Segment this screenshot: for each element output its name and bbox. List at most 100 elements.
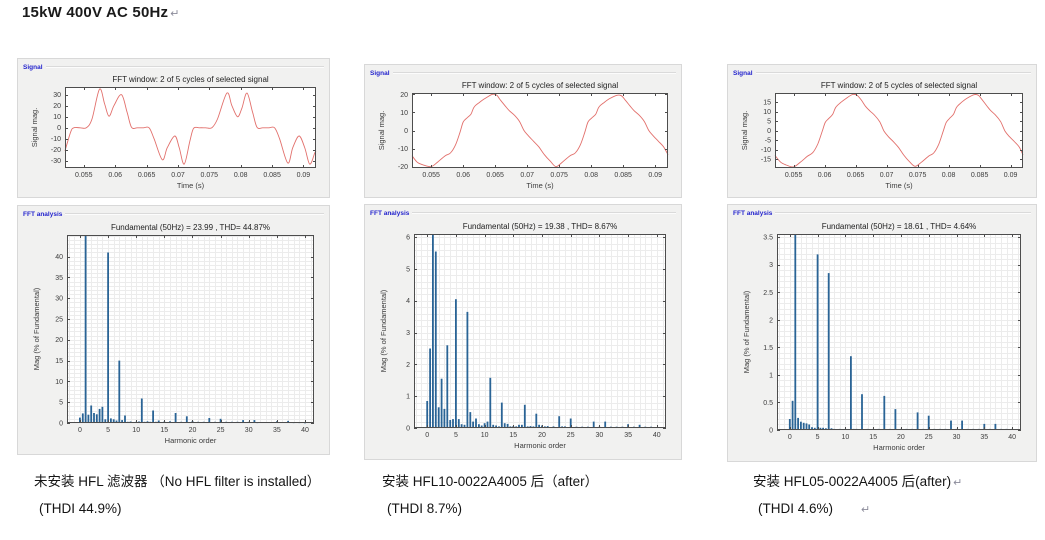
svg-text:0.09: 0.09 (1004, 172, 1018, 179)
svg-text:0.065: 0.065 (138, 172, 156, 179)
caption-thdi: (THDI 4.6%) (758, 501, 834, 516)
svg-text:0: 0 (769, 427, 773, 434)
svg-text:Mag (% of Fundamental): Mag (% of Fundamental) (742, 290, 751, 373)
svg-text:15: 15 (763, 100, 771, 107)
svg-text:3.5: 3.5 (763, 235, 773, 242)
panel-etch-line (755, 72, 1031, 74)
svg-text:Time (s): Time (s) (177, 181, 205, 190)
svg-text:2: 2 (406, 362, 410, 369)
svg-text:Signal mag.: Signal mag. (377, 111, 386, 151)
svg-text:3: 3 (769, 262, 773, 269)
svg-text:5: 5 (59, 400, 63, 407)
svg-text:5: 5 (106, 427, 110, 434)
caption-hfl05: 安装 HFL05-0022A4005 后(after) ↵ (THDI 4.6%)… (753, 470, 962, 516)
svg-text:0.06: 0.06 (456, 172, 470, 179)
svg-text:0: 0 (57, 125, 61, 132)
fft-chart-3: 0 5 10 15 20 25 30 35 40 0 0.5 1 1.5 2 2.5 3 3.5 Fundamen… (733, 219, 1031, 457)
svg-text:0: 0 (406, 425, 410, 432)
svg-text:10: 10 (132, 427, 140, 434)
svg-text:-20: -20 (398, 164, 408, 171)
paragraph-return-icon: ↵ (861, 504, 871, 516)
svg-text:0.075: 0.075 (201, 172, 219, 179)
svg-text:35: 35 (55, 275, 63, 282)
svg-text:30: 30 (596, 432, 604, 439)
svg-text:0.5: 0.5 (763, 400, 773, 407)
svg-text:5: 5 (406, 266, 410, 273)
caption-text: 安装 HFL10-0022A4005 后（after） (382, 474, 599, 489)
svg-text:30: 30 (55, 296, 63, 303)
svg-text:0.075: 0.075 (550, 172, 568, 179)
caption-line-1: 未安装 HFL 滤波器 （No HFL filter is installed） (34, 470, 322, 490)
svg-text:0: 0 (59, 420, 63, 427)
svg-text:Mag (% of Fundamental): Mag (% of Fundamental) (379, 289, 388, 372)
svg-text:FFT window: 2 of 5 cycles of s: FFT window: 2 of 5 cycles of selected si… (112, 75, 269, 84)
svg-text:Fundamental (50Hz) = 19.38 , T: Fundamental (50Hz) = 19.38 , THD= 8.67% (463, 222, 618, 231)
signal-chart-3: 0.055 0.06 0.065 0.07 0.075 0.08 0.085 0.09 -15 -… (733, 79, 1031, 193)
svg-text:25: 25 (925, 434, 933, 441)
svg-text:Fundamental (50Hz) = 18.61 , T: Fundamental (50Hz) = 18.61 , THD= 4.64% (822, 222, 977, 231)
svg-text:0.08: 0.08 (584, 172, 598, 179)
svg-text:20: 20 (538, 432, 546, 439)
panel-etch-line (65, 213, 324, 215)
svg-text:-15: -15 (761, 157, 771, 164)
svg-text:-10: -10 (51, 136, 61, 143)
caption-line-2: (THDI 4.6%) ↵ (753, 501, 962, 516)
svg-text:0.08: 0.08 (942, 172, 956, 179)
svg-text:20: 20 (189, 427, 197, 434)
svg-text:40: 40 (55, 254, 63, 261)
caption-text: 安装 HFL05-0022A4005 后(after) (753, 474, 952, 489)
svg-text:-5: -5 (765, 138, 771, 145)
svg-text:0: 0 (78, 427, 82, 434)
panel-etch-line (392, 72, 676, 74)
panel-etch-line (45, 66, 324, 68)
panel-header: Signal (370, 67, 676, 79)
svg-text:0.07: 0.07 (171, 172, 185, 179)
caption-thdi: (THDI 8.7%) (387, 501, 463, 516)
svg-text:10: 10 (400, 110, 408, 117)
signal-panel-label: Signal (370, 69, 390, 77)
svg-text:20: 20 (53, 103, 61, 110)
svg-text:0.085: 0.085 (971, 172, 989, 179)
column-no-filter: Signal 0.055 0.06 0.065 0.07 0.075 0.08 0.085 0… (17, 58, 330, 455)
signal-panel-label: Signal (23, 63, 43, 71)
svg-text:15: 15 (160, 427, 168, 434)
signal-panel-label: Signal (733, 69, 753, 77)
page-title: 15kW 400V AC 50Hz ↵ (22, 4, 180, 21)
fft-panel-1: FFT analysis 0 5 10 15 20 25 30 35 40 0 5 10 15 20 25 3… (17, 205, 330, 455)
svg-text:3: 3 (406, 330, 410, 337)
svg-text:10: 10 (842, 434, 850, 441)
svg-text:FFT window: 2 of 5 cycles of s: FFT window: 2 of 5 cycles of selected si… (821, 81, 978, 90)
svg-text:0.07: 0.07 (880, 172, 894, 179)
svg-text:0.055: 0.055 (422, 172, 440, 179)
svg-text:0.065: 0.065 (486, 172, 504, 179)
svg-text:0.055: 0.055 (785, 172, 803, 179)
svg-text:5: 5 (816, 434, 820, 441)
svg-text:0.085: 0.085 (614, 172, 632, 179)
svg-text:-10: -10 (761, 147, 771, 154)
caption-line-2: (THDI 44.9%) (34, 501, 322, 516)
svg-text:25: 25 (217, 427, 225, 434)
svg-text:30: 30 (53, 92, 61, 99)
svg-text:0: 0 (425, 432, 429, 439)
svg-text:0.085: 0.085 (263, 172, 281, 179)
svg-text:30: 30 (953, 434, 961, 441)
svg-text:Harmonic order: Harmonic order (873, 443, 925, 452)
svg-text:15: 15 (55, 358, 63, 365)
svg-text:35: 35 (980, 434, 988, 441)
svg-text:0: 0 (788, 434, 792, 441)
svg-text:35: 35 (624, 432, 632, 439)
svg-text:20: 20 (400, 92, 408, 99)
signal-panel-3: Signal 0.055 0.06 0.065 0.07 0.075 0.08 0.085 0… (727, 64, 1037, 198)
svg-text:Mag (% of Fundamental): Mag (% of Fundamental) (32, 287, 41, 370)
svg-text:40: 40 (653, 432, 661, 439)
fft-panel-label: FFT analysis (733, 209, 773, 217)
svg-text:0.09: 0.09 (648, 172, 662, 179)
caption-no-filter: 未安装 HFL 滤波器 （No HFL filter is installed）… (34, 470, 322, 516)
column-hfl10: Signal 0.055 0.06 0.065 0.07 0.075 0.08 0.085 0… (364, 64, 682, 460)
svg-text:Harmonic order: Harmonic order (514, 441, 566, 450)
svg-text:40: 40 (301, 427, 309, 434)
svg-text:2: 2 (769, 317, 773, 324)
svg-text:Signal mag.: Signal mag. (740, 111, 749, 151)
caption-hfl10: 安装 HFL10-0022A4005 后（after） (THDI 8.7%) (382, 470, 600, 516)
svg-text:Signal mag.: Signal mag. (30, 108, 39, 148)
